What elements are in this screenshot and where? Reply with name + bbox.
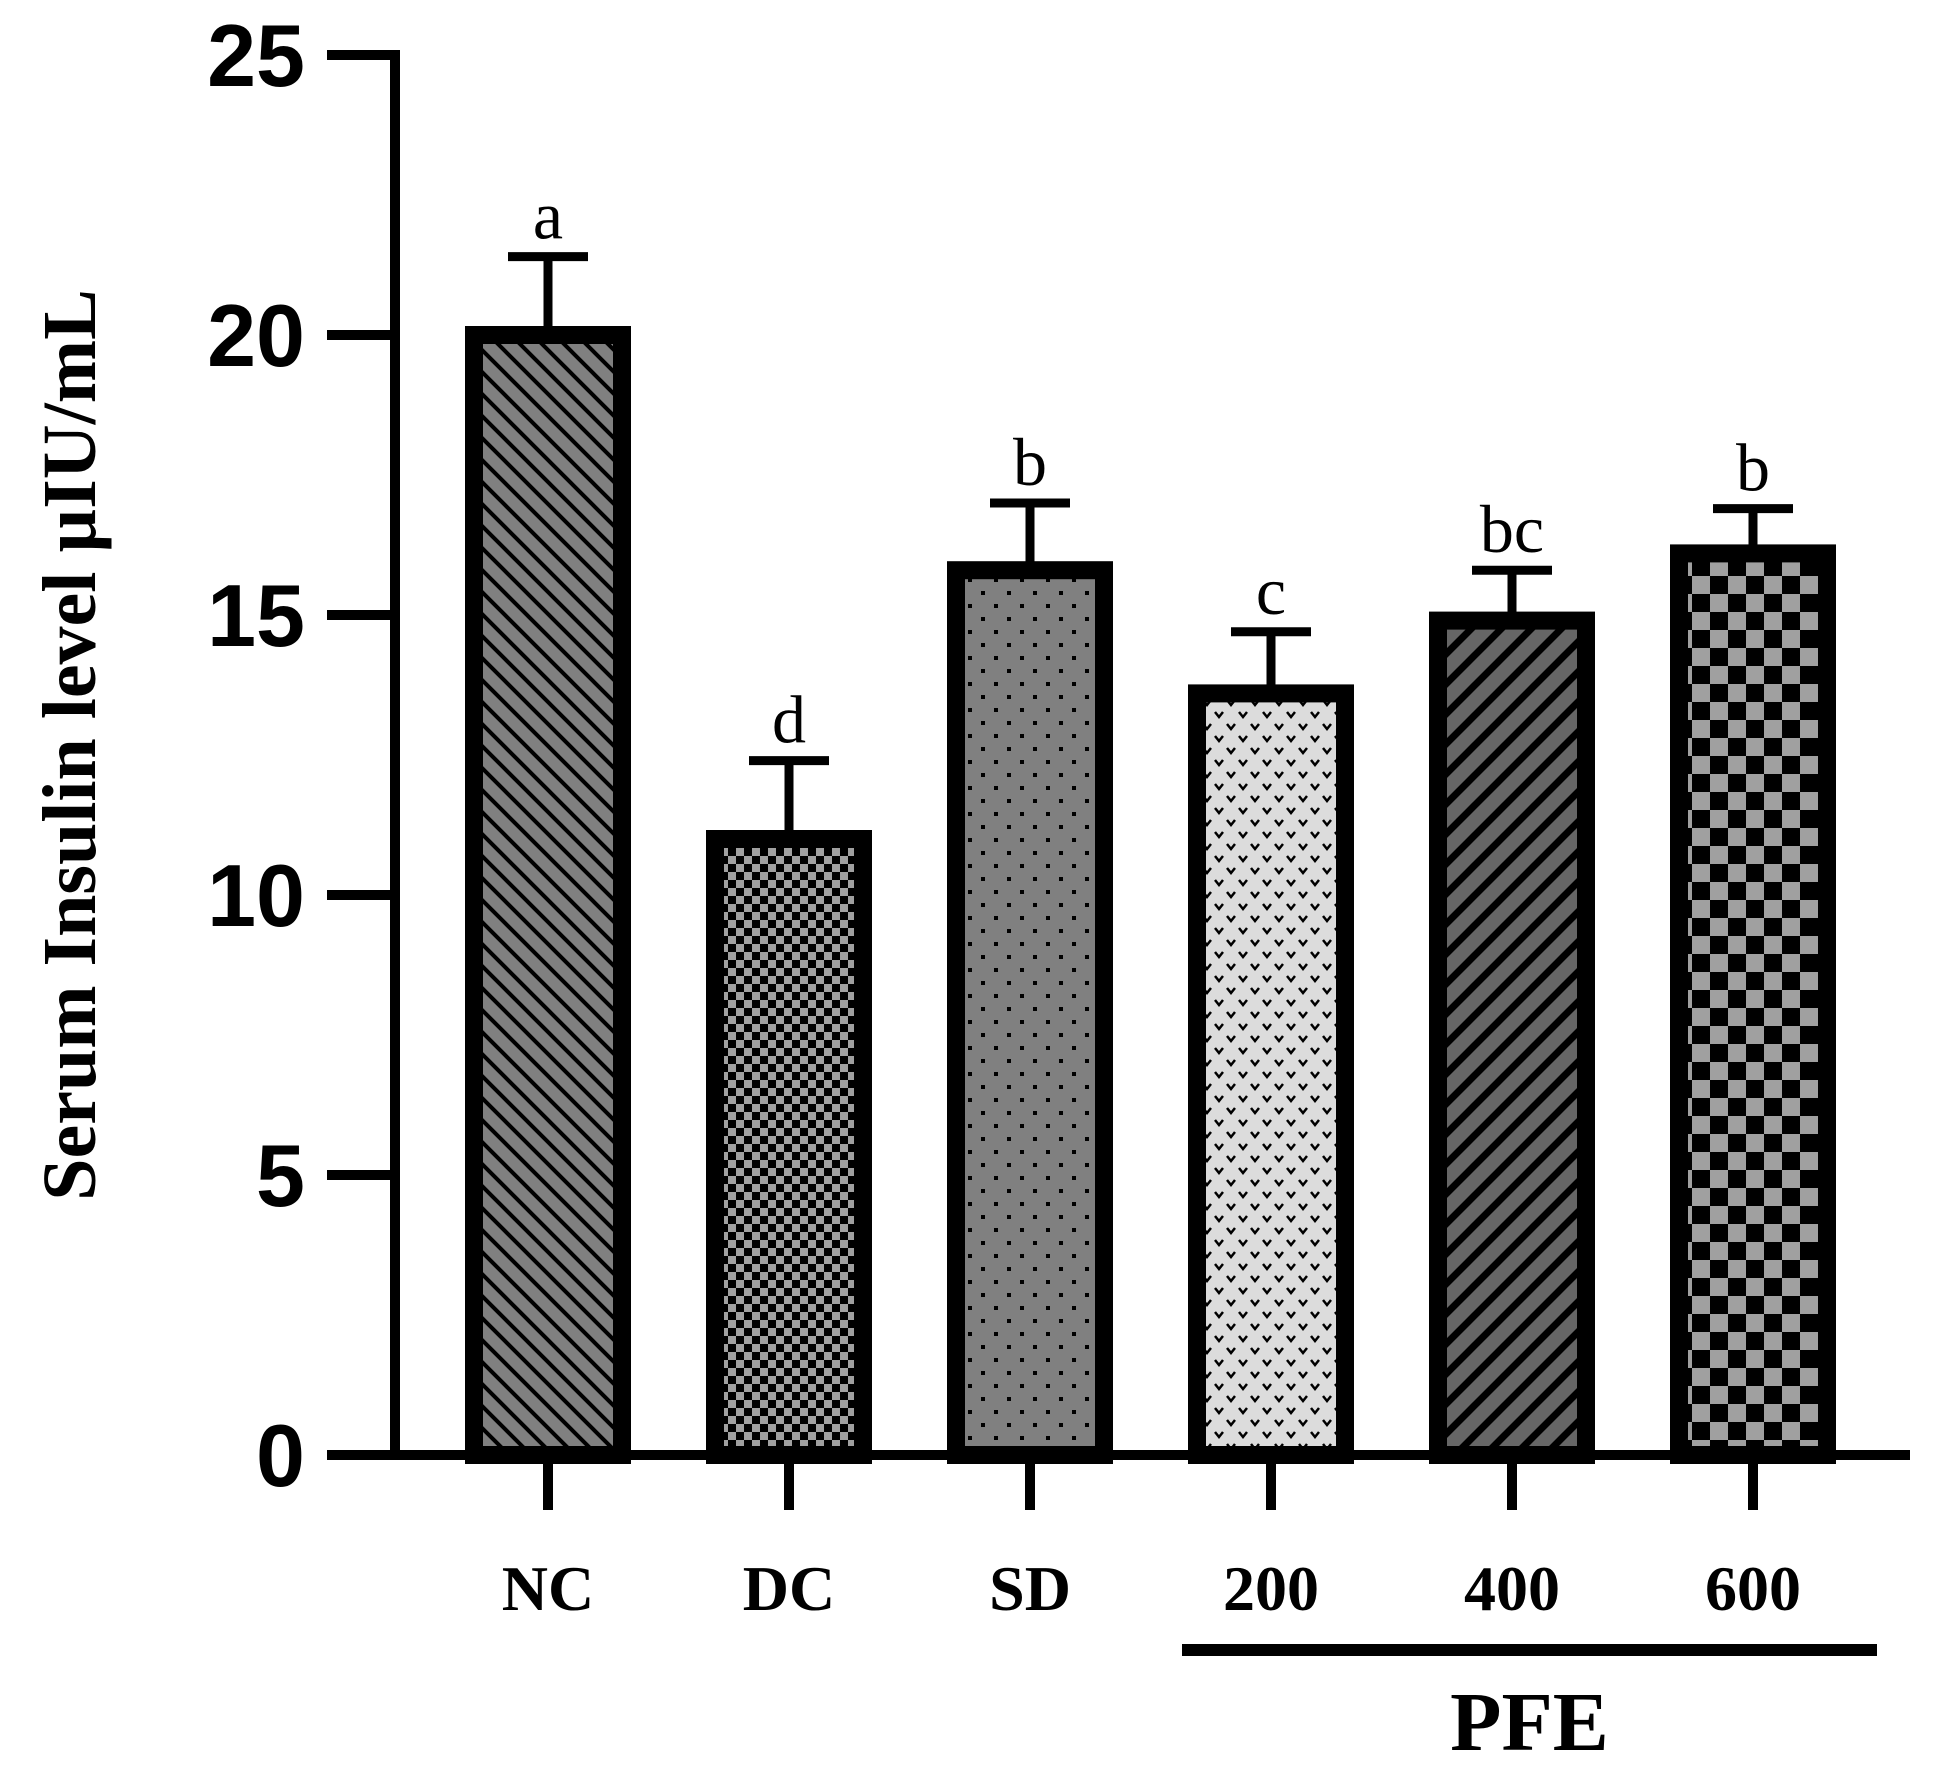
x-category-label-600: 600 (1705, 1553, 1801, 1624)
error-bar-sd (990, 498, 1070, 571)
error-bar-400 (1472, 565, 1552, 621)
y-axis-ticks: 0 5 10 15 20 25 (207, 6, 395, 1505)
x-category-label-nc: NC (502, 1553, 594, 1624)
x-category-label-400: 400 (1464, 1553, 1560, 1624)
error-bar-200 (1231, 627, 1311, 694)
x-category-label-dc: DC (743, 1553, 835, 1624)
pfe-group-label: PFE (1450, 1676, 1609, 1765)
y-tick-label-0: 0 (256, 1406, 305, 1505)
y-tick-label-20: 20 (207, 286, 305, 385)
error-bar-600 (1713, 504, 1793, 554)
significance-letter-nc: a (533, 178, 563, 254)
y-tick-label-10: 10 (207, 846, 305, 945)
y-axis-title: Serum Insulin level µIU/mL (28, 289, 112, 1201)
significance-letter-dc: d (772, 682, 806, 758)
error-bar-nc (508, 252, 588, 335)
bar-200 (1188, 684, 1354, 1464)
significance-letter-400: bc (1480, 491, 1544, 567)
bar-400 (1429, 611, 1595, 1464)
y-tick-label-25: 25 (207, 6, 305, 105)
bar-nc (465, 326, 631, 1464)
error-bars (508, 252, 1793, 839)
y-tick-label-15: 15 (207, 566, 305, 665)
bar-600 (1670, 544, 1836, 1464)
x-category-label-sd: SD (989, 1553, 1071, 1624)
significance-letter-600: b (1736, 430, 1770, 506)
bar-dc (706, 830, 872, 1464)
significance-letter-200: c (1256, 553, 1286, 629)
x-axis-categories: NC DC SD 200 400 600 (502, 1455, 1801, 1624)
significance-letter-sd: b (1013, 424, 1047, 500)
x-category-label-200: 200 (1223, 1553, 1319, 1624)
y-tick-label-5: 5 (256, 1126, 305, 1225)
bar-sd (947, 561, 1113, 1464)
bars (465, 326, 1836, 1464)
error-bar-dc (749, 756, 829, 839)
